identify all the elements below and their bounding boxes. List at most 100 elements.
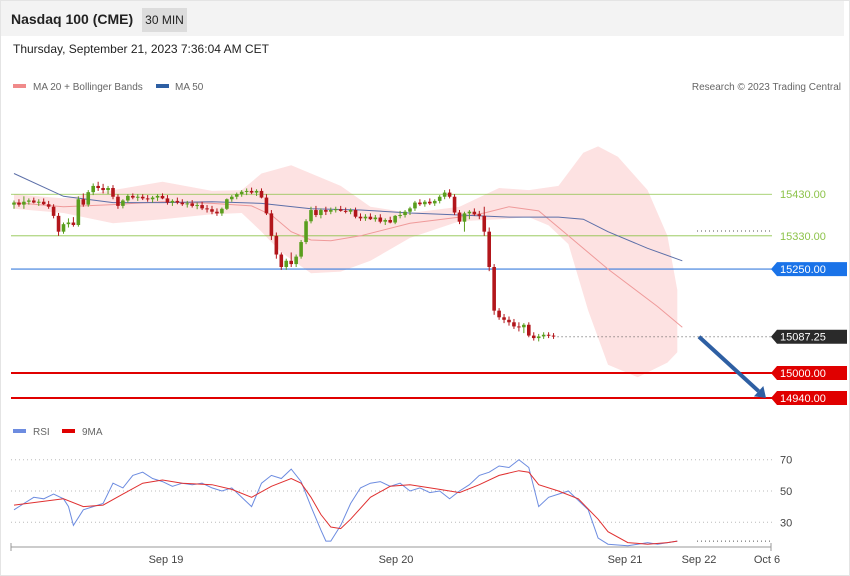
candle-body	[492, 266, 496, 311]
ma50-line	[13, 173, 683, 262]
time-axis: Sep 19 Sep 20 Sep 21 Sep 22 Oct 6	[10, 543, 780, 566]
candle-body	[472, 211, 477, 215]
candle-body	[398, 215, 402, 217]
candle-body	[274, 235, 279, 255]
candle-body	[86, 192, 91, 205]
candle-body	[244, 190, 249, 192]
candle-body	[22, 201, 26, 205]
candle-body	[111, 188, 115, 197]
candle-body	[66, 222, 71, 225]
candle-body	[457, 212, 462, 222]
ma20-legend-label: MA 20 + Bollinger Bands	[33, 82, 143, 93]
candle-body	[502, 317, 506, 320]
candle-body	[403, 211, 407, 216]
rsi-series-1	[13, 470, 678, 545]
candle-body	[121, 200, 125, 206]
forecast-arrow-shaft	[697, 335, 760, 393]
candle-body	[234, 194, 239, 197]
candle-body	[225, 199, 229, 209]
candle-body	[383, 220, 388, 222]
candle-body	[17, 202, 21, 205]
candle-body	[106, 188, 110, 191]
level-label-2: 15250.00	[780, 264, 826, 276]
research-credit: Research © 2023 Trading Central	[692, 82, 841, 93]
bollinger-bands	[14, 146, 678, 378]
forecast-arrow-head	[753, 386, 766, 398]
level-label-5: 14940.00	[780, 393, 826, 405]
candle-body	[343, 210, 348, 212]
candle-body	[254, 190, 259, 193]
level-label-1: 15330.00	[780, 231, 826, 243]
candle-body	[230, 196, 234, 200]
candle-body	[195, 205, 199, 207]
chart-header: Nasdaq 100 (CME) 30 MIN	[1, 1, 844, 36]
candle-body	[507, 319, 511, 323]
candle-body	[333, 209, 338, 211]
rsi-legend-label: RSI	[33, 427, 50, 438]
candle-body	[264, 197, 269, 214]
candle-body	[71, 222, 76, 226]
candle-body	[304, 221, 308, 243]
candle-body	[348, 210, 353, 212]
candle-body	[116, 196, 120, 206]
rsi-series-0	[13, 459, 678, 547]
candle-body	[358, 216, 363, 219]
time-tick-label-1: Sep 20	[379, 554, 414, 566]
time-tick-label-0: Sep 19	[149, 554, 184, 566]
level-tag-4	[771, 366, 847, 380]
candle-body	[393, 215, 397, 223]
candle-body	[551, 335, 556, 337]
candle-body	[46, 204, 51, 207]
candle-body	[160, 195, 165, 199]
candle-body	[175, 200, 180, 203]
candle-body	[32, 200, 36, 203]
candle-body	[91, 185, 95, 193]
candle-body	[27, 200, 31, 202]
timeframe-button[interactable]: 30 MIN	[142, 8, 187, 32]
candle-body	[140, 196, 145, 199]
candle-body	[200, 205, 204, 209]
candle-body	[170, 200, 175, 203]
candle-body	[378, 217, 383, 222]
candle-body	[180, 202, 185, 205]
candlesticks	[12, 181, 556, 342]
candle-body	[215, 211, 219, 214]
candle-body	[437, 196, 442, 201]
candle-body	[259, 190, 264, 198]
candle-body	[131, 195, 135, 198]
level-label-4: 15000.00	[780, 368, 826, 380]
candle-body	[96, 185, 100, 189]
candle-body	[462, 213, 467, 222]
candle-body	[467, 211, 472, 214]
candle-body	[536, 336, 541, 339]
candle-body	[527, 324, 531, 336]
candle-body	[353, 210, 358, 217]
time-tick-label-2: Sep 21	[608, 554, 643, 566]
level-tag-5	[771, 390, 847, 405]
candle-body	[299, 242, 303, 257]
candle-body	[101, 188, 105, 191]
instrument-title: Nasdaq 100 (CME)	[11, 11, 134, 27]
candle-body	[205, 208, 209, 210]
candle-body	[541, 334, 546, 337]
ma50-legend-label: MA 50	[175, 82, 204, 93]
ma20-legend-swatch	[13, 84, 26, 88]
candle-body	[329, 210, 333, 212]
candle-body	[76, 199, 81, 226]
level-tag-2	[771, 262, 847, 277]
time-tick-label-4: Oct 6	[754, 554, 780, 566]
candle-body	[452, 196, 457, 213]
candle-body	[309, 210, 313, 222]
candle-body	[388, 220, 392, 223]
candle-body	[432, 200, 437, 204]
candle-body	[294, 256, 298, 265]
candle-body	[338, 209, 343, 211]
candle-body	[522, 324, 526, 328]
level-label-3: 15087.25	[780, 332, 826, 344]
candle-body	[408, 208, 412, 212]
candle-body	[81, 199, 86, 205]
candle-body	[145, 198, 150, 200]
candle-body	[126, 195, 130, 201]
candle-body	[279, 254, 284, 267]
candle-body	[155, 195, 160, 198]
